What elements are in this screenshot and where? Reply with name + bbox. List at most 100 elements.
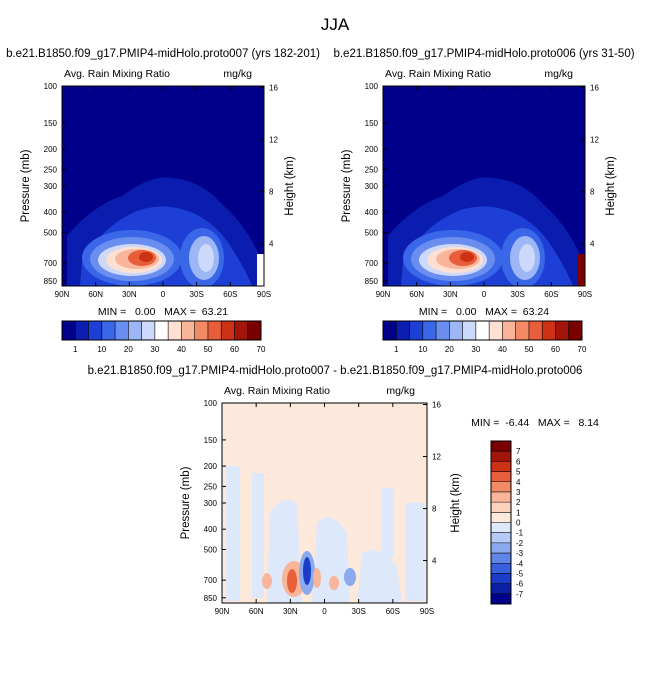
panel-a-colorbar: 1 10 20 30 40 50 60 70 bbox=[61, 320, 266, 354]
panel-b-colorbar-frame bbox=[382, 320, 583, 341]
panel-c-subtitle-right: mg/kg bbox=[386, 385, 415, 397]
panel-c-ytick-label: 250 bbox=[204, 482, 218, 491]
panel-a-ylabel: Pressure (mb) bbox=[20, 149, 32, 222]
panel-c-negative-2 bbox=[303, 557, 311, 585]
panel-c-patch-7 bbox=[405, 503, 425, 601]
panel-b-colorbar-label: 60 bbox=[551, 345, 560, 354]
panel-c-ytick-label: 300 bbox=[204, 499, 218, 508]
panel-b-axes: 90N 60N 30N 0 30S 60S 90S 100 150 200 250 300 400 500… bbox=[365, 82, 600, 299]
panel-c-colorbar-swatch bbox=[491, 461, 511, 472]
panel-c-patch-2 bbox=[252, 473, 264, 598]
panel-c-minmax: MIN = -6.44 MAX = 8.14 bbox=[471, 417, 599, 429]
panel-b: b.e21.B1850.f09_g17.PMIP4-midHolo.proto0… bbox=[333, 48, 634, 318]
panel-b-colorbar-swatch bbox=[449, 321, 463, 340]
panel-b-xtick-label: 60S bbox=[544, 290, 558, 299]
panel-b-surface-strip bbox=[578, 254, 585, 286]
panel-b-xtick-label: 60N bbox=[409, 290, 424, 299]
panel-c-ytick-right-label: 4 bbox=[432, 557, 437, 566]
panel-c-xtick-label: 30S bbox=[352, 607, 366, 616]
panel-a-colorbar-frame bbox=[61, 320, 262, 341]
panel-a-xtick-label: 90N bbox=[55, 290, 70, 299]
panel-c-colorbar-swatch bbox=[491, 491, 511, 503]
panel-c-negative-3 bbox=[344, 568, 356, 586]
panel-c-patch-6 bbox=[382, 488, 394, 558]
panel-c-colorbar-label: 7 bbox=[516, 447, 521, 456]
panel-a-ytick-right-label: 16 bbox=[269, 84, 278, 93]
panel-b-colorbar-swatch bbox=[396, 321, 410, 340]
panel-a-colorbar-swatch bbox=[88, 321, 103, 340]
panel-c-ytick-label: 850 bbox=[204, 594, 218, 603]
panel-c-field bbox=[222, 403, 427, 603]
panel-b-ytick-right-label: 16 bbox=[590, 84, 599, 93]
panel-a-ytick-label: 500 bbox=[44, 228, 58, 237]
panel-a-colorbar-label: 40 bbox=[177, 345, 186, 354]
panel-b-ytick-label: 850 bbox=[365, 277, 379, 286]
panel-c-title: b.e21.B1850.f09_g17.PMIP4-midHolo.proto0… bbox=[88, 365, 583, 377]
panel-a-colorbar-swatch bbox=[128, 321, 142, 340]
panel-a-ytick-label: 150 bbox=[44, 119, 58, 128]
panel-b-colorbar-swatch bbox=[475, 321, 490, 340]
panel-b-colorbar-label: 30 bbox=[471, 345, 480, 354]
panel-a-colorbar-label: 20 bbox=[124, 345, 133, 354]
panel-a-minmax: MIN = 0.00 MAX = 63.21 bbox=[98, 306, 228, 318]
panel-b-xtick-label: 30S bbox=[511, 290, 525, 299]
panel-b-colorbar-swatch bbox=[489, 321, 503, 340]
panel-a-colorbar-swatch bbox=[115, 321, 129, 340]
panel-a-colorbar-label: 1 bbox=[73, 345, 78, 354]
panel-c-colorbar-label: -7 bbox=[516, 590, 524, 599]
panel-b-ylabel-right: Height (km) bbox=[605, 156, 617, 216]
panel-a-colorbar-swatch bbox=[234, 321, 249, 340]
panel-c-ytick-label: 700 bbox=[204, 576, 218, 585]
panel-a-title: b.e21.B1850.f09_g17.PMIP4-midHolo.proto0… bbox=[6, 48, 320, 60]
panel-c-colorbar-swatch bbox=[491, 593, 511, 605]
panel-b-contour-5b bbox=[519, 244, 535, 272]
panel-b-ytick-right-label: 4 bbox=[590, 240, 595, 249]
panel-c-patch-4 bbox=[312, 517, 350, 603]
panel-c-xtick-label: 60S bbox=[386, 607, 400, 616]
panel-a-ytick-right-label: 4 bbox=[269, 240, 274, 249]
panel-a-ytick-right-label: 8 bbox=[269, 188, 274, 197]
panel-b-ytick-label: 700 bbox=[365, 259, 379, 268]
panel-a-ytick-label: 100 bbox=[44, 82, 58, 91]
panel-c-colorbar-label: -2 bbox=[516, 539, 524, 548]
panel-c-ytick-right-label: 8 bbox=[432, 505, 437, 514]
panel-b-colorbar-swatch bbox=[409, 321, 424, 340]
panel-a-contour-9 bbox=[139, 252, 153, 262]
panel-b-colorbar-label: 70 bbox=[578, 345, 587, 354]
panel-a-contour-5b bbox=[198, 244, 214, 272]
panel-c-ytick-right-label: 12 bbox=[432, 453, 441, 462]
panel-a-field bbox=[62, 86, 264, 286]
panel-b-colorbar-swatch bbox=[436, 321, 450, 340]
panel-b-colorbar-swatch bbox=[502, 321, 516, 340]
panel-c-colorbar-label: 5 bbox=[516, 468, 521, 477]
panel-c-subtitle-left: Avg. Rain Mixing Ratio bbox=[224, 385, 330, 397]
panel-c-colorbar-swatch bbox=[491, 563, 511, 574]
panel-c-colorbar-swatch bbox=[491, 471, 511, 483]
panel-a-ytick-label: 200 bbox=[44, 145, 58, 154]
panel-a-ylabel-right: Height (km) bbox=[284, 156, 296, 216]
panel-a-ytick-right-label: 12 bbox=[269, 136, 278, 145]
panel-b-ytick-label: 400 bbox=[365, 208, 379, 217]
panel-b-ytick-right-label: 12 bbox=[590, 136, 599, 145]
panel-b-xtick-label: 30N bbox=[443, 290, 458, 299]
panel-b-field bbox=[383, 86, 585, 286]
panel-b-colorbar-swatch bbox=[568, 321, 583, 340]
panel-b-title: b.e21.B1850.f09_g17.PMIP4-midHolo.proto0… bbox=[333, 48, 634, 60]
panel-c-ytick-label: 100 bbox=[204, 399, 218, 408]
panel-a-ytick-label: 850 bbox=[44, 277, 58, 286]
panel-c-colorbar-label: 3 bbox=[516, 488, 521, 497]
panel-b-colorbar-swatch bbox=[542, 321, 556, 340]
panel-a-ytick-label: 250 bbox=[44, 165, 58, 174]
panel-c-colorbar-frame bbox=[490, 440, 512, 605]
panel-c-ytick-label: 150 bbox=[204, 436, 218, 445]
panel-b-ytick-label: 500 bbox=[365, 228, 379, 237]
panel-c-axes: 90N 60N 30N 0 30S 60S 90S 100 150 200 250 300 400 500… bbox=[204, 399, 442, 616]
panel-a-colorbar-swatch bbox=[247, 321, 262, 340]
panel-a-surface-mask bbox=[257, 254, 264, 286]
panel-b-colorbar-label: 10 bbox=[418, 345, 427, 354]
panel-b-xtick-label: 90S bbox=[578, 290, 592, 299]
panel-c-xtick-label: 0 bbox=[322, 607, 327, 616]
panel-b-colorbar-swatch bbox=[515, 321, 530, 340]
